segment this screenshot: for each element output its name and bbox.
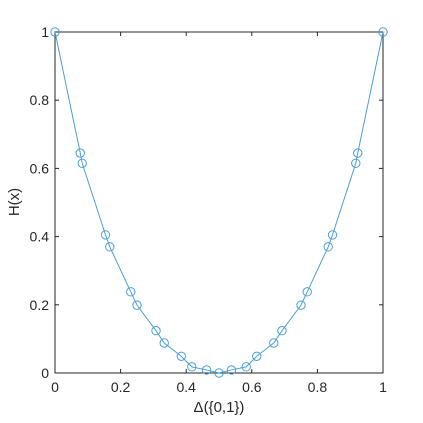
y-tick-label: 0.4	[30, 229, 50, 245]
data-point	[105, 242, 115, 252]
data-point	[351, 158, 361, 168]
data-point	[100, 230, 111, 240]
data-point	[126, 287, 136, 297]
data-point	[226, 365, 237, 375]
x-tick-label: 1	[379, 379, 387, 395]
y-tick-label: 0	[41, 365, 49, 381]
x-tick-label: 0.8	[308, 379, 328, 395]
y-tick-label: 0.8	[30, 92, 50, 108]
y-tick-label: 0.6	[30, 160, 50, 176]
data-point	[323, 242, 333, 252]
x-axis-label: Δ({0,1})	[194, 399, 245, 416]
data-point	[132, 300, 142, 310]
data-point	[241, 362, 251, 372]
data-point	[353, 148, 363, 158]
data-point	[77, 158, 87, 168]
y-tick-label: 1	[41, 24, 49, 40]
x-tick-label: 0.4	[176, 379, 196, 395]
data-point	[277, 326, 287, 336]
data-point	[151, 326, 161, 336]
plot-area	[54, 31, 384, 374]
axis-ticks: 0 0.2 0.4 0.6 0.8 1 0 0.2 0.4 0.6 0.8 1	[30, 24, 388, 395]
data-point	[187, 362, 197, 372]
x-tick-label: 0.2	[111, 379, 131, 395]
data-point	[75, 148, 85, 158]
data-point	[214, 368, 224, 378]
x-tick-label: 0	[51, 379, 59, 395]
data-point	[296, 300, 306, 310]
data-point	[50, 27, 60, 37]
series-markers	[50, 27, 388, 378]
series-line	[54, 31, 384, 374]
y-axis-label: H(x)	[6, 188, 23, 216]
data-point	[176, 351, 186, 361]
data-point	[201, 365, 212, 375]
y-tick-label: 0.2	[30, 297, 50, 313]
data-point	[159, 338, 169, 348]
data-point	[252, 351, 262, 361]
data-point	[302, 287, 312, 297]
data-point	[378, 27, 388, 37]
x-tick-label: 0.6	[242, 379, 262, 395]
data-point	[327, 230, 338, 240]
data-point	[269, 338, 279, 348]
